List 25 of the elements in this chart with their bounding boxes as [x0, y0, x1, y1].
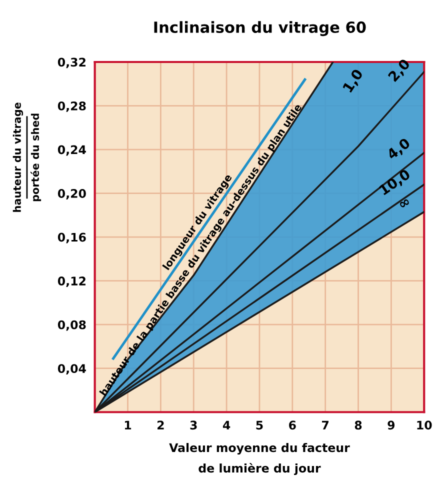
x-tick-label: 6: [289, 420, 296, 430]
x-tick-label: 3: [190, 420, 197, 430]
y-tick-label: 0,08: [58, 320, 86, 331]
y-tick-label: 0,16: [58, 232, 86, 244]
x-tick-label: 5: [256, 420, 263, 430]
x-tick-label: 9: [388, 420, 395, 430]
x-tick-label: 8: [354, 420, 362, 430]
x-axis-title: Valeur moyenne du facteur de lumière du jour: [169, 443, 350, 476]
text: 2,0: [388, 58, 412, 84]
y-tick-label: 0,24: [58, 145, 86, 156]
chart-title: Inclinaison du vitrage 60: [154, 21, 366, 36]
y-tick-label: 0,04: [58, 364, 86, 375]
x-tick-label: 7: [322, 420, 329, 430]
y-tick-label: 0,32: [58, 58, 86, 68]
x-tick-label: 10: [417, 420, 432, 430]
text: 1,0: [342, 68, 365, 94]
x-tick-label: 2: [158, 420, 164, 430]
y-axis-title: hauteur du vitrage portée du shed: [12, 102, 42, 212]
y-tick-label: 0,28: [58, 102, 86, 112]
text: 4,0: [386, 137, 412, 162]
x-tick-label: 1: [124, 420, 132, 430]
y-tick-label: 0,12: [58, 276, 86, 287]
y-tick-label: 0,20: [58, 189, 86, 200]
x-tick-label: 4: [222, 420, 230, 430]
text: ∞: [399, 198, 410, 208]
